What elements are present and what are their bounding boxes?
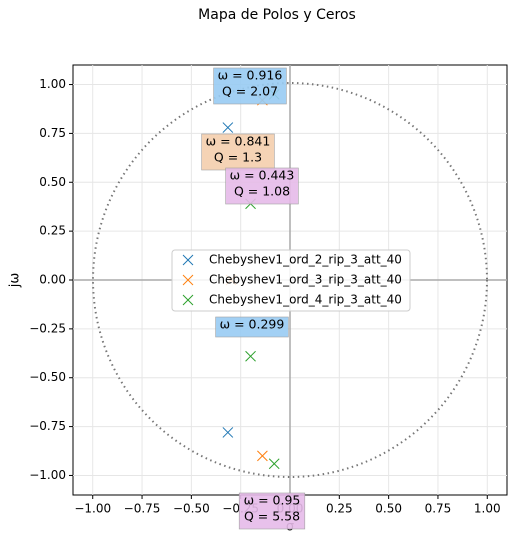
marker-stroke: [222, 427, 234, 438]
x-tick-label: 0.75: [425, 502, 452, 516]
legend-label: Chebyshev1_ord_2_rip_3_att_40: [209, 253, 402, 267]
marker-stroke: [245, 350, 256, 362]
pole-marker: [182, 294, 194, 306]
y-tick-label: −0.50: [29, 370, 66, 384]
y-tick-label: 0.75: [39, 126, 66, 140]
pole-marker: [245, 350, 256, 362]
legend-label: Chebyshev1_ord_3_rip_3_att_40: [209, 273, 402, 287]
marker-stroke: [182, 294, 194, 306]
marker-stroke: [182, 254, 194, 266]
y-tick-label: 0.50: [39, 175, 66, 189]
marker-stroke: [268, 458, 280, 470]
legend-box: [171, 249, 411, 312]
legend-label: Chebyshev1_ord_4_rip_3_att_40: [209, 293, 402, 307]
x-tick-label: 1.00: [474, 502, 501, 516]
annotation-box: [238, 492, 306, 530]
annotation-box: [213, 67, 287, 105]
pole-marker: [268, 458, 280, 470]
x-tick-label: 0.50: [375, 502, 402, 516]
x-tick-label: −1.00: [74, 502, 111, 516]
annotation-text: Q = 2.07: [222, 84, 278, 99]
y-tick-label: 1.00: [39, 77, 66, 91]
y-tick-label: 0.25: [39, 224, 66, 238]
chart-title: Mapa de Polos y Ceros: [198, 7, 356, 23]
annotation-box: [225, 167, 299, 205]
x-tick-label: 0.25: [326, 502, 353, 516]
y-axis-label: jω: [8, 273, 23, 289]
x-tick-label: −0.75: [124, 502, 161, 516]
annotation-box: [201, 133, 275, 171]
marker-stroke: [222, 122, 234, 133]
annotation-text: ω = 0.95: [244, 493, 301, 508]
pole-marker: [222, 122, 234, 133]
y-tick-label: −0.75: [29, 419, 66, 433]
y-tick-label: −0.25: [29, 321, 66, 335]
annotation-text: Q = 1.08: [234, 184, 290, 199]
marker-stroke: [257, 450, 268, 462]
x-tick-label: −0.50: [173, 502, 210, 516]
annotation-text: ω = 0.299: [220, 317, 285, 332]
annotation-box: [215, 316, 289, 338]
y-tick-label: −1.00: [29, 468, 66, 482]
unit-circle: [92, 82, 488, 478]
pole-marker: [257, 450, 268, 462]
annotation-text: ω = 0.841: [206, 134, 271, 149]
pole-marker: [222, 427, 234, 438]
annotation-text: ω = 0.443: [230, 168, 295, 183]
annotation-text: Q = 1.3: [214, 150, 262, 165]
marker-stroke: [182, 274, 194, 286]
pole-marker: [182, 274, 194, 286]
pole-marker: [182, 254, 194, 266]
y-tick-label: 0.00: [39, 273, 66, 287]
annotation-text: ω = 0.916: [218, 68, 283, 83]
annotation-text: Q = 5.58: [244, 509, 300, 524]
